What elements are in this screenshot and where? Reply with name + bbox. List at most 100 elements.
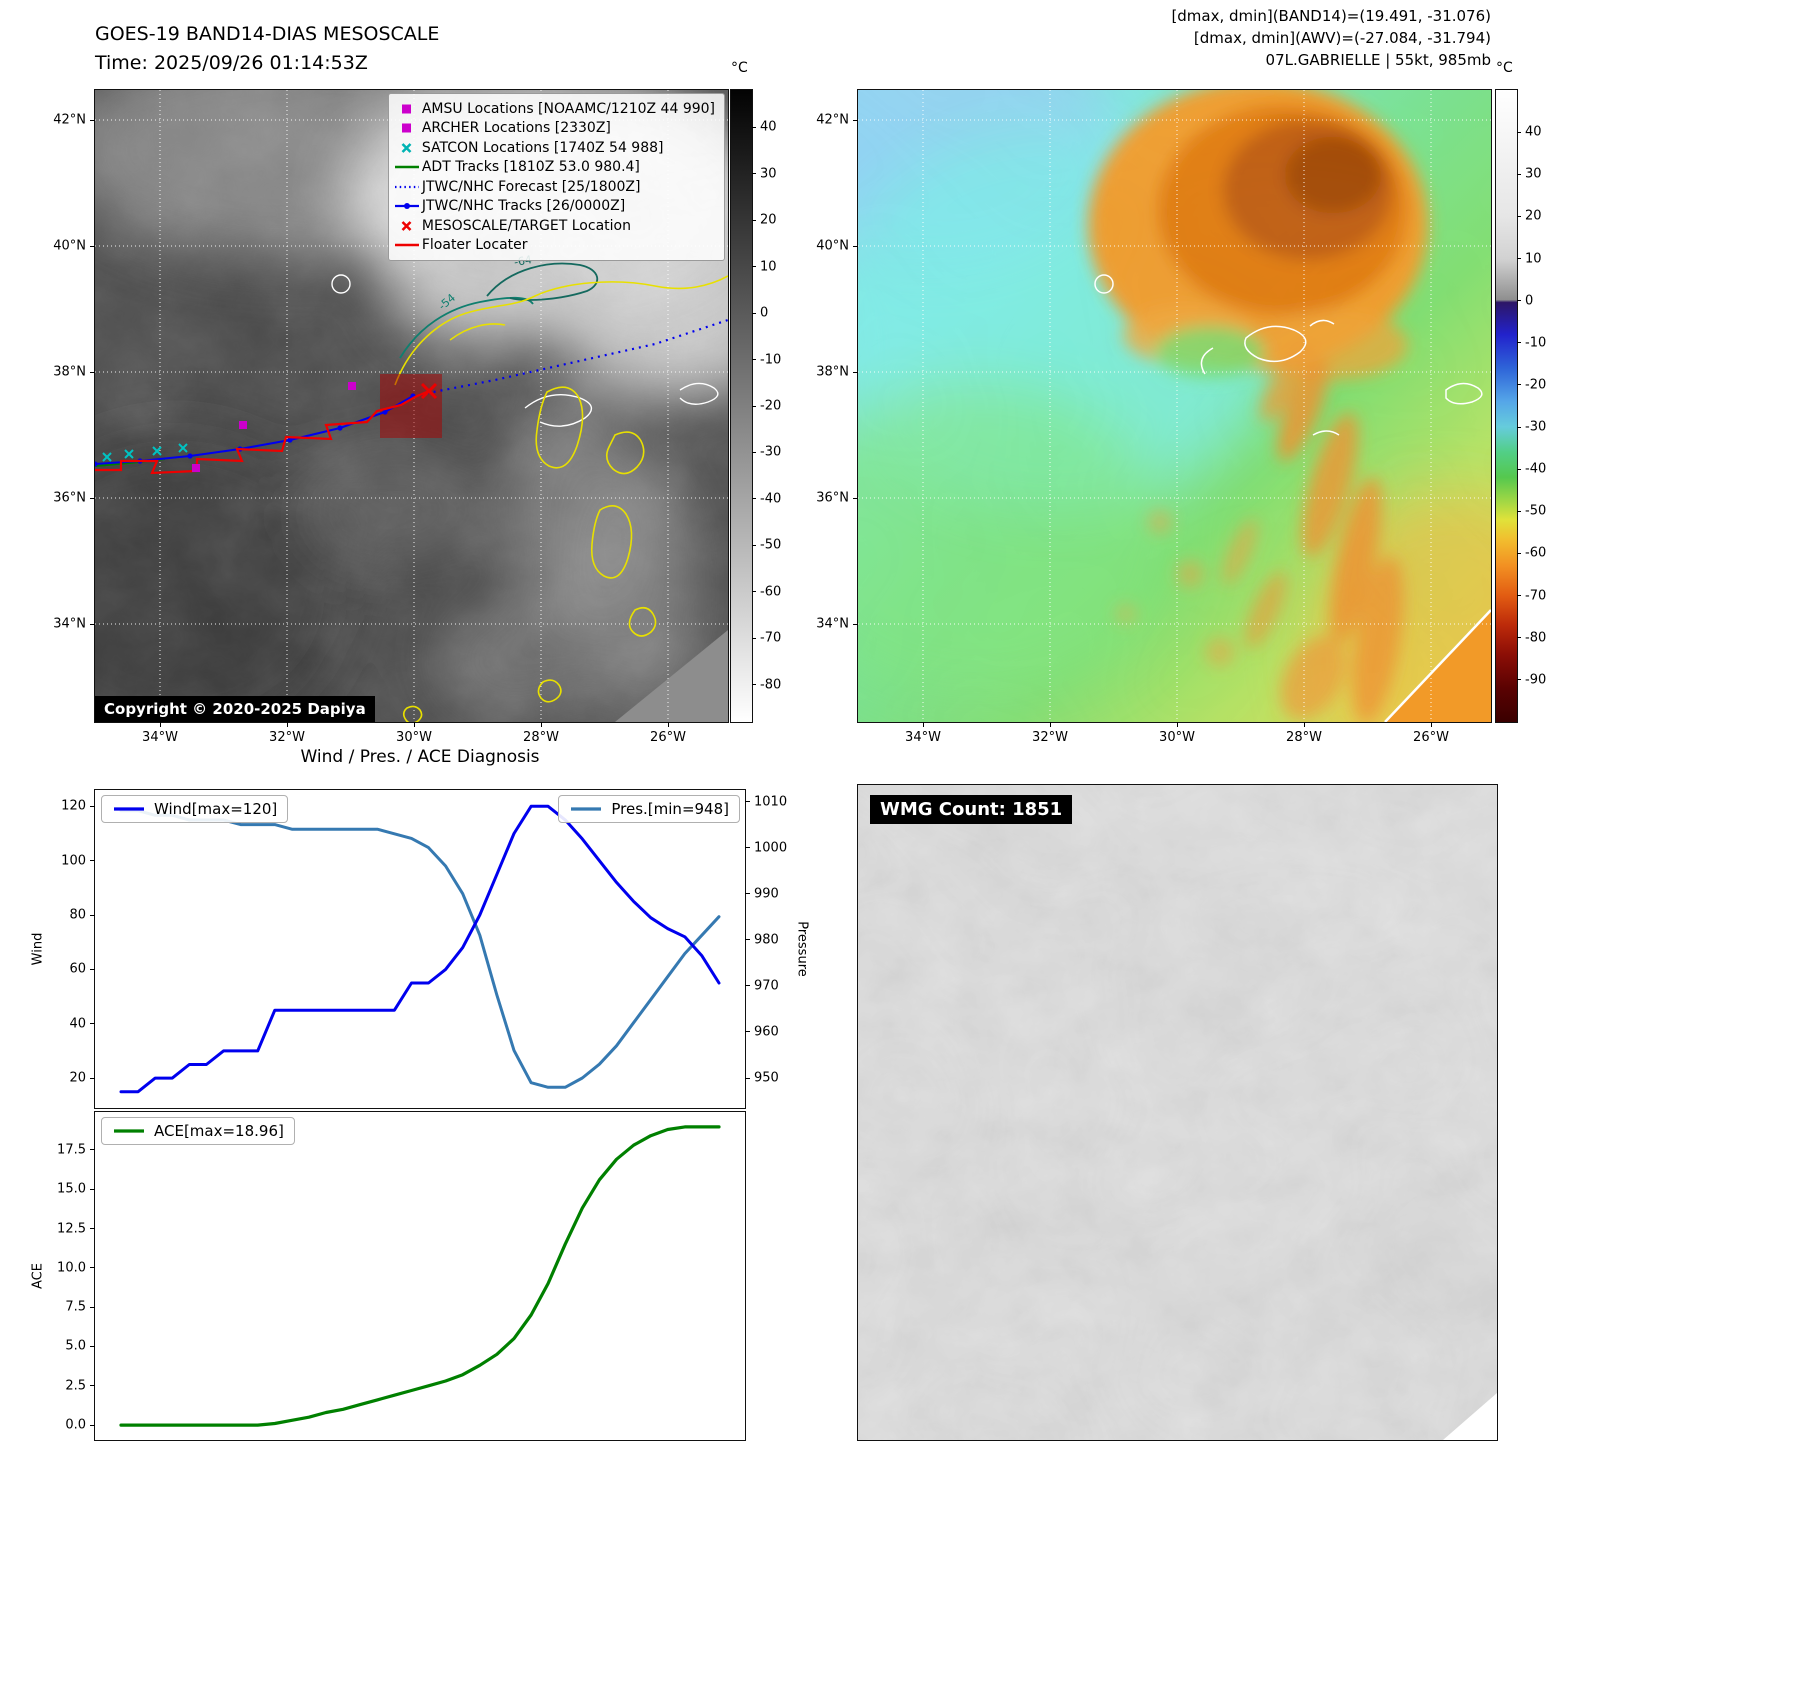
colorbar-tick-label: -30 (760, 444, 782, 460)
lat-tick-label: 40°N (816, 238, 849, 254)
y-tick-label: 10.0 (57, 1260, 86, 1276)
temperature-contours (331, 262, 728, 722)
lon-tick-label: 34°W (905, 730, 941, 745)
target-x-icon (420, 382, 438, 400)
y-tick-label: 960 (754, 1024, 779, 1040)
axis-tick-mark (541, 722, 542, 727)
axis-tick-mark (90, 1385, 95, 1387)
axis-tick-mark (90, 119, 95, 121)
axis-tick-mark (668, 722, 669, 727)
y-tick-label: 0.0 (65, 1417, 86, 1433)
storm-info: 07L.GABRIELLE | 55kt, 985mb (1265, 50, 1491, 69)
y-tick-label: 950 (754, 1070, 779, 1086)
ace-legend-label: ACE[max=18.96] (154, 1122, 284, 1140)
colorbar-tick-label: 10 (760, 259, 777, 275)
axis-tick-mark (90, 497, 95, 499)
axis-tick-mark (90, 860, 95, 862)
line-marker-icon (392, 160, 422, 174)
ace-axis-label: ACE (30, 1263, 46, 1289)
axis-tick-mark (853, 371, 858, 373)
axis-tick-mark (90, 1267, 95, 1269)
axis-tick-mark (90, 1228, 95, 1229)
line-marker-icon (392, 238, 422, 252)
awv-header-block: [dmax, dmin](BAND14)=(19.491, -31.076) [… (858, 6, 1491, 71)
colorbar-tick-label: -40 (760, 491, 782, 507)
colorbar-tick-label: -80 (760, 677, 782, 693)
legend-item: MESOSCALE/TARGET Location (392, 216, 715, 236)
y-tick-label: 17.5 (57, 1142, 86, 1158)
axis-tick-mark (90, 805, 95, 807)
y-tick-label: 15.0 (57, 1181, 86, 1197)
diagnosis-title: Wind / Pres. / ACE Diagnosis (300, 747, 540, 767)
colorbar-tick-mark (752, 544, 756, 546)
lon-tick-label: 34°W (142, 730, 178, 745)
colorbar-tick-label: -70 (1525, 588, 1547, 604)
legend-item: ARCHER Locations [2330Z] (392, 119, 715, 139)
axis-tick-mark (90, 1345, 95, 1347)
colorbar-tick-label: -50 (760, 537, 782, 553)
wind-pressure-plot-area (119, 804, 721, 1094)
colorbar-tick-label: 0 (1525, 293, 1534, 309)
y-tick-label: 5.0 (65, 1338, 86, 1354)
colorbar-tick-label: 30 (1525, 166, 1542, 182)
scan-edge-corner (615, 630, 728, 722)
wmg-noise-graphic (858, 785, 1497, 1440)
axis-tick-mark (90, 1023, 95, 1025)
colorbar-tick-mark (1517, 637, 1521, 639)
axis-tick-mark (745, 985, 750, 987)
legend-item-label: JTWC/NHC Forecast [25/1800Z] (421, 178, 641, 195)
wind-legend-label: Wind[max=120] (154, 800, 278, 818)
pressure-axis-label: Pressure (794, 921, 810, 977)
legend-item-label: AMSU Locations [NOAAMC/1210Z 44 990] (421, 100, 715, 117)
pressure-line-sample-icon (569, 803, 603, 815)
axis-tick-mark (90, 968, 95, 970)
wind-pressure-chart: Wind[max=120] Pres.[min=948] Wind Pressu… (31, 789, 810, 1109)
axis-tick-mark (90, 1306, 95, 1308)
axis-tick-mark (923, 722, 924, 727)
colorbar-tick-mark (752, 405, 756, 407)
colorbar-tick-label: -10 (1525, 335, 1547, 351)
colorbar-tick-label: 40 (760, 119, 777, 135)
grid-lines (858, 90, 1491, 722)
legend-item: JTWC/NHC Forecast [25/1800Z] (392, 177, 715, 197)
y-tick-label: 980 (754, 932, 779, 948)
lon-tick-label: 28°W (1286, 730, 1322, 745)
lat-tick-label: 40°N (53, 238, 86, 254)
colorbar-tick-label: 10 (1525, 251, 1542, 267)
square-marker-icon (392, 121, 422, 135)
colorbar-tick-label: -40 (1525, 461, 1547, 477)
band14-title-block: GOES-19 BAND14-DIAS MESOSCALE Time: 2025… (95, 20, 439, 79)
awv-colorbar-unit: °C (1496, 60, 1513, 76)
axis-tick-mark (853, 623, 858, 625)
colorbar-tick-mark (752, 498, 756, 500)
pressure-series-line (119, 809, 721, 1089)
awv-contours (1094, 274, 1483, 436)
axis-tick-mark (414, 722, 415, 727)
legend-item-label: JTWC/NHC Tracks [26/0000Z] (421, 198, 626, 215)
colorbar-tick-label: -90 (1525, 672, 1547, 688)
y-tick-label: 1010 (754, 794, 788, 810)
lat-tick-label: 34°N (53, 616, 86, 632)
y-tick-label: 12.5 (57, 1221, 86, 1236)
band14-map: AMSU Locations [NOAAMC/1210Z 44 990] ARCH… (53, 89, 729, 745)
axis-tick-mark (745, 1031, 750, 1033)
colorbar-tick-mark (752, 126, 756, 128)
awv-map: 42°N 40°N 38°N 36°N 34°N 34°W 32°W 30°W 28°W 26°W (816, 89, 1492, 745)
legend-item-label: Floater Locater (421, 237, 528, 254)
ace-chart: ACE[max=18.96] ACE 0.0 2.5 5.0 7.5 10.0 12.5 1… (31, 1111, 746, 1441)
axis-tick-mark (90, 914, 95, 916)
colorbar-tick-mark (1517, 173, 1521, 175)
legend-item: AMSU Locations [NOAAMC/1210Z 44 990] (392, 99, 715, 119)
legend-item-label: SATCON Locations [1740Z 54 988] (421, 139, 664, 156)
band14-colorbar: 40 30 20 10 0 -10 -20 -30 -40 -50 -60 -70 -80 (730, 89, 781, 723)
lon-tick-label: 26°W (650, 730, 686, 745)
band14-title: GOES-19 BAND14-DIAS MESOSCALE (95, 23, 440, 45)
wmg-count-badge: WMG Count: 1851 (870, 795, 1073, 824)
axis-tick-mark (853, 119, 858, 121)
axis-tick-mark (90, 1149, 95, 1151)
colorbar-tick-mark (752, 312, 756, 314)
colorbar-tick-label: -80 (1525, 630, 1547, 646)
y-tick-label: 100 (61, 853, 86, 869)
axis-tick-mark (745, 801, 750, 803)
